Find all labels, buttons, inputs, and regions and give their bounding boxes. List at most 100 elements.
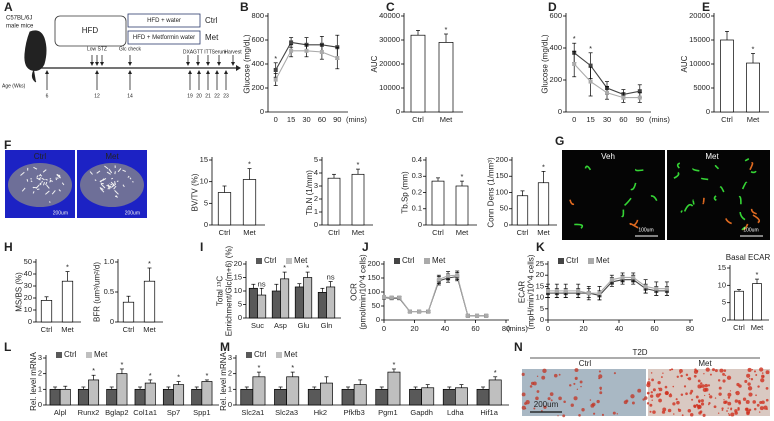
y-tick-label: 30 — [24, 281, 32, 290]
metformin-label: HFD + Metformin water — [133, 35, 195, 41]
stain-spot — [664, 385, 668, 389]
stain-spot — [680, 374, 683, 378]
stain-spot — [650, 391, 653, 394]
event-arrowhead — [217, 62, 221, 66]
stain-spot — [581, 408, 585, 412]
x-tick-label: Ctrl — [432, 228, 444, 237]
bar — [320, 382, 333, 406]
panel-letter: D — [548, 0, 557, 14]
legend-label: Met — [294, 256, 308, 265]
stain-spot — [687, 377, 692, 381]
trabecula — [49, 201, 51, 203]
event-label: Harvest — [224, 49, 242, 55]
stain-spot — [553, 373, 558, 378]
significance-label: * — [291, 363, 294, 372]
data-point — [664, 286, 669, 291]
stain-spot — [735, 390, 740, 396]
stain-spot — [580, 385, 582, 388]
stain-spot — [644, 396, 648, 400]
x-tick-label: Slc2a1 — [241, 408, 264, 417]
y-axis-label: Glucose (mg/dL) — [243, 34, 252, 93]
trabecula — [42, 169, 47, 173]
stain-spot — [759, 367, 764, 372]
data-point — [319, 50, 324, 54]
stain-spot — [697, 404, 702, 410]
bar — [143, 280, 156, 323]
y-tick-label: 0 — [504, 220, 508, 229]
y-axis-label: Enrichment/Glc(m+6) (%) — [225, 245, 234, 336]
x-tick-label: 0 — [274, 115, 278, 124]
significance-label: ns — [258, 279, 266, 288]
legend-label: Ctrl — [566, 256, 579, 265]
x-tick-label: Ctrl — [219, 228, 231, 237]
data-point — [643, 284, 648, 289]
stain-spot — [637, 388, 642, 393]
y-tick-label: 15 — [234, 272, 242, 281]
y-tick-label: 0 — [110, 317, 114, 326]
y-axis-label: AUC — [370, 55, 379, 72]
bar — [752, 283, 762, 321]
legend-label: Ctrl — [402, 256, 415, 265]
bar — [40, 300, 53, 323]
stain-spot — [549, 392, 554, 396]
stain-spot — [699, 410, 703, 414]
stain-spot — [612, 411, 616, 415]
bar — [122, 301, 135, 323]
y-tick-label: 20000 — [379, 59, 400, 68]
y-tick-label: 1 — [228, 384, 232, 393]
y-tick-label: 5 — [314, 155, 318, 164]
x-tick-label: 30 — [603, 115, 611, 124]
fluorescent-signal — [744, 158, 750, 162]
stain-spot — [570, 403, 574, 407]
x-tick-label: Pfkfb3 — [343, 408, 364, 417]
panel-letter: C — [386, 0, 395, 14]
x-tick-label: 90 — [636, 115, 644, 124]
data-point — [588, 79, 593, 84]
stain-spot — [578, 413, 581, 417]
bar — [720, 39, 734, 113]
x-tick-label: Ldha — [447, 408, 465, 417]
significance-label: * — [274, 54, 277, 63]
legend-swatch — [558, 258, 564, 264]
stain-spot — [727, 407, 729, 409]
legend-swatch — [276, 352, 282, 358]
trabecula — [107, 185, 111, 190]
stain-spot — [574, 368, 579, 373]
trabecula — [100, 182, 104, 185]
week-arrowhead — [188, 70, 192, 74]
data-point — [382, 295, 386, 300]
trabecula — [46, 184, 50, 189]
week-arrowhead — [215, 70, 219, 74]
x-tick-label: Col1a1 — [133, 408, 157, 417]
data-point — [475, 313, 480, 318]
y-tick-label: 150 — [495, 171, 508, 180]
y-tick-label: 0 — [238, 313, 242, 322]
y-axis-label: Rel. level mRNA — [219, 352, 228, 411]
stain-spot — [630, 394, 635, 399]
stain-spot — [649, 410, 652, 413]
y-tick-label: 50 — [500, 204, 508, 213]
water-label: HFD + water — [147, 18, 181, 24]
event-arrowhead — [196, 62, 200, 66]
data-point — [605, 90, 609, 95]
fluorescent-signal — [633, 219, 639, 226]
x-tick-label: 60 — [650, 324, 658, 333]
stain-spot — [744, 379, 748, 383]
stain-spot — [533, 407, 536, 410]
stain-spot — [550, 399, 553, 402]
x-tick-label: 20 — [410, 324, 418, 333]
bar — [537, 182, 550, 226]
stain-spot — [543, 405, 547, 409]
stain-spot — [687, 409, 692, 413]
stain-spot — [718, 386, 722, 390]
data-point — [446, 273, 451, 278]
stain-spot — [727, 392, 732, 397]
image-label: Veh — [601, 152, 615, 161]
y-tick-label: 5 — [540, 304, 544, 313]
fluorescent-signal — [750, 170, 757, 174]
fluorescent-signal — [584, 165, 592, 171]
data-point — [397, 295, 402, 300]
fluorescent-signal — [629, 222, 639, 229]
fluorescent-signal — [574, 223, 584, 229]
stain-spot — [695, 403, 699, 407]
